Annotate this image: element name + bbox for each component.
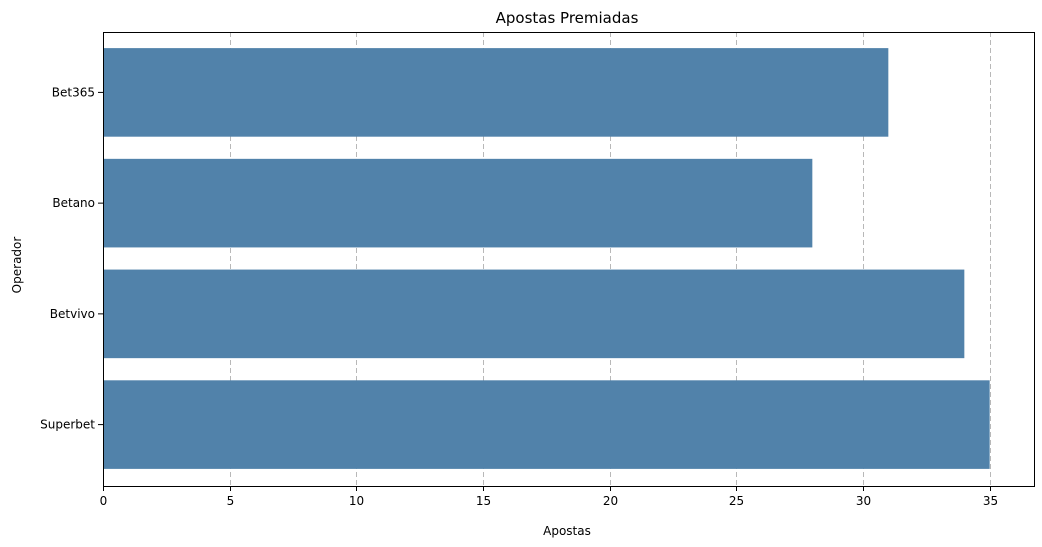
x-tick-label: 20 [603, 494, 618, 508]
chart-title: Apostas Premiadas [496, 9, 639, 27]
y-tick-label: Betvivo [50, 307, 95, 321]
y-axis-label: Operador [10, 237, 24, 294]
y-axis-ticks: Bet365 Betano Betvivo Superbet [40, 85, 103, 432]
bar-betvivo [103, 269, 965, 359]
x-tick-label: 15 [476, 494, 491, 508]
x-axis-label: Apostas [543, 524, 591, 538]
x-tick-label: 0 [100, 494, 108, 508]
y-tick-label: Betano [52, 196, 95, 210]
bar-bet365 [103, 48, 889, 137]
x-tick-label: 35 [983, 494, 998, 508]
x-tick-label: 25 [729, 494, 744, 508]
bars [103, 48, 990, 469]
x-tick-label: 30 [856, 494, 871, 508]
x-tick-label: 5 [227, 494, 235, 508]
y-tick-label: Bet365 [52, 85, 95, 99]
bar-betano [103, 158, 813, 248]
x-tick-label: 10 [349, 494, 364, 508]
x-axis-ticks: 0 5 10 15 20 25 30 35 [100, 486, 998, 508]
bar-superbet [103, 380, 990, 469]
y-tick-label: Superbet [40, 418, 95, 432]
plot-frame [103, 32, 1035, 487]
